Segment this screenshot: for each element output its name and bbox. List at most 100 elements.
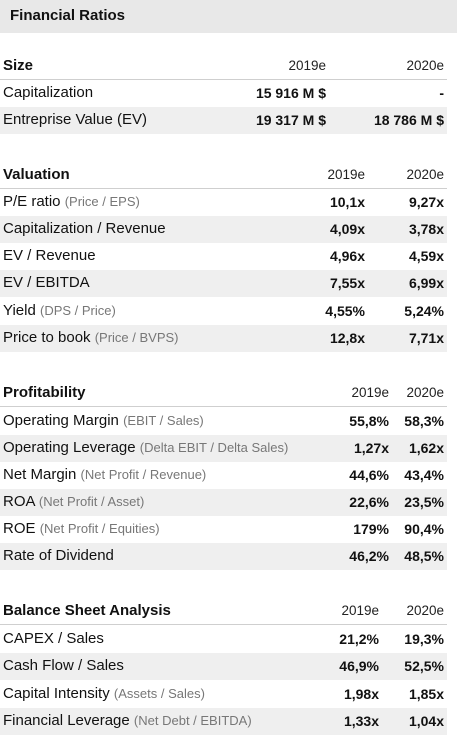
- row-label: Capitalization: [3, 84, 94, 101]
- value-2019e: 1,33x: [343, 713, 379, 729]
- profitability-row-net-margin: Net Margin (Net Profit / Revenue) 44,6% …: [0, 462, 447, 489]
- profitability-row-roe: ROE (Net Profit / Equities) 179% 90,4%: [0, 516, 447, 543]
- value-2019e: 55,8%: [349, 413, 389, 429]
- value-2019e: 46,2%: [349, 548, 389, 564]
- row-label-formula: (EBIT / Sales): [123, 413, 204, 428]
- row-label: Financial Leverage (Net Debt / EBITDA): [3, 712, 252, 729]
- row-label-formula: (Price / EPS): [64, 194, 140, 209]
- valuation-section-header: Valuation 2019e 2020e: [0, 164, 447, 189]
- profitability-section-header: Profitability 2019e 2020e: [0, 382, 447, 407]
- profitability-year-1: 2019e: [351, 385, 389, 400]
- row-label-main: Financial Leverage: [3, 712, 130, 729]
- size-year-1: 2019e: [288, 58, 326, 73]
- valuation-row-cap-revenue: Capitalization / Revenue 4,09x 3,78x: [0, 216, 447, 243]
- value-2019e: 19 317 M $: [255, 112, 326, 128]
- row-label: Rate of Dividend: [3, 547, 114, 564]
- value-2020e: 58,3%: [404, 413, 444, 429]
- profitability-row-operating-leverage: Operating Leverage (Delta EBIT / Delta S…: [0, 435, 447, 462]
- value-2019e: 44,6%: [349, 467, 389, 483]
- size-year-2: 2020e: [406, 58, 444, 73]
- value-2019e: 10,1x: [329, 194, 365, 210]
- value-2019e: 7,55x: [329, 275, 365, 291]
- value-2020e: 18 786 M $: [373, 112, 444, 128]
- balance-row-capital-intensity: Capital Intensity (Assets / Sales) 1,98x…: [0, 681, 447, 708]
- row-label: Net Margin (Net Profit / Revenue): [3, 466, 206, 483]
- valuation-heading: Valuation: [3, 166, 70, 183]
- row-label: Capital Intensity (Assets / Sales): [3, 685, 205, 702]
- row-label: CAPEX / Sales: [3, 630, 104, 647]
- balance-section-header: Balance Sheet Analysis 2019e 2020e: [0, 600, 447, 625]
- value-2020e: 23,5%: [404, 494, 444, 510]
- row-label-main: Rate of Dividend: [3, 547, 114, 564]
- profitability-row-operating-margin: Operating Margin (EBIT / Sales) 55,8% 58…: [0, 408, 447, 435]
- value-2019e: 1,98x: [343, 686, 379, 702]
- valuation-row-price-to-book: Price to book (Price / BVPS) 12,8x 7,71x: [0, 325, 447, 352]
- profitability-heading: Profitability: [3, 384, 86, 401]
- value-2019e: 15 916 M $: [255, 85, 326, 101]
- balance-heading: Balance Sheet Analysis: [3, 602, 171, 619]
- row-label: Operating Margin (EBIT / Sales): [3, 412, 204, 429]
- size-section-header: Size 2019e 2020e: [0, 55, 447, 80]
- value-2020e: 7,71x: [408, 330, 444, 346]
- row-label: EV / EBITDA: [3, 274, 90, 291]
- row-label-main: EV / Revenue: [3, 247, 96, 264]
- balance-year-2: 2020e: [406, 603, 444, 618]
- row-label-formula: (Net Debt / EBITDA): [133, 713, 252, 728]
- row-label-main: ROE: [3, 520, 36, 537]
- row-label-main: Operating Margin: [3, 412, 119, 429]
- balance-row-financial-leverage: Financial Leverage (Net Debt / EBITDA) 1…: [0, 708, 447, 735]
- row-label: ROA (Net Profit / Asset): [3, 493, 144, 510]
- valuation-year-2: 2020e: [406, 167, 444, 182]
- row-label-main: CAPEX / Sales: [3, 630, 104, 647]
- value-2020e: 6,99x: [408, 275, 444, 291]
- valuation-row-yield: Yield (DPS / Price) 4,55% 5,24%: [0, 298, 447, 325]
- value-2020e: -: [439, 85, 444, 101]
- row-label: ROE (Net Profit / Equities): [3, 520, 160, 537]
- row-label-main: Price to book: [3, 329, 91, 346]
- valuation-row-ev-ebitda: EV / EBITDA 7,55x 6,99x: [0, 270, 447, 297]
- row-label: Entreprise Value (EV): [3, 111, 147, 128]
- ratios-title-bar: Financial Ratios: [0, 0, 457, 33]
- value-2019e: 4,96x: [329, 248, 365, 264]
- row-label-formula: (Net Profit / Equities): [39, 521, 160, 536]
- row-label-main: ROA: [3, 493, 35, 510]
- row-label-main: Operating Leverage: [3, 439, 136, 456]
- page-title: Financial Ratios: [10, 7, 126, 24]
- row-label-formula: (Assets / Sales): [113, 686, 205, 701]
- row-label-main: Net Margin: [3, 466, 77, 483]
- balance-row-capex-sales: CAPEX / Sales 21,2% 19,3%: [0, 626, 447, 653]
- row-label: Price to book (Price / BVPS): [3, 329, 179, 346]
- value-2019e: 1,27x: [353, 440, 389, 456]
- value-2020e: 1,62x: [408, 440, 444, 456]
- valuation-row-pe: P/E ratio (Price / EPS) 10,1x 9,27x: [0, 189, 447, 216]
- value-2019e: 21,2%: [339, 631, 379, 647]
- row-label: EV / Revenue: [3, 247, 96, 264]
- row-label-main: P/E ratio: [3, 193, 61, 210]
- row-label: Yield (DPS / Price): [3, 302, 116, 319]
- value-2020e: 48,5%: [404, 548, 444, 564]
- value-2020e: 19,3%: [404, 631, 444, 647]
- value-2020e: 5,24%: [404, 303, 444, 319]
- profitability-row-rate-of-dividend: Rate of Dividend 46,2% 48,5%: [0, 543, 447, 570]
- balance-year-1: 2019e: [341, 603, 379, 618]
- value-2020e: 1,04x: [408, 713, 444, 729]
- row-label-formula: (Price / BVPS): [94, 330, 179, 345]
- valuation-year-1: 2019e: [327, 167, 365, 182]
- row-label: P/E ratio (Price / EPS): [3, 193, 140, 210]
- row-label-formula: (Net Profit / Revenue): [80, 467, 207, 482]
- value-2020e: 9,27x: [408, 194, 444, 210]
- balance-row-cash-flow-sales: Cash Flow / Sales 46,9% 52,5%: [0, 653, 447, 680]
- value-2020e: 43,4%: [404, 467, 444, 483]
- row-label: Operating Leverage (Delta EBIT / Delta S…: [3, 439, 288, 456]
- row-label-formula: (Delta EBIT / Delta Sales): [139, 440, 289, 455]
- row-label-formula: (DPS / Price): [39, 303, 116, 318]
- value-2020e: 1,85x: [408, 686, 444, 702]
- row-label-main: Yield: [3, 302, 36, 319]
- row-label-main: Capital Intensity: [3, 685, 110, 702]
- size-row-enterprise-value: Entreprise Value (EV) 19 317 M $ 18 786 …: [0, 107, 447, 134]
- value-2020e: 52,5%: [404, 658, 444, 674]
- row-label-main: Cash Flow / Sales: [3, 657, 124, 674]
- value-2020e: 3,78x: [408, 221, 444, 237]
- row-label-main: Capitalization / Revenue: [3, 220, 166, 237]
- row-label-formula: (Net Profit / Asset): [38, 494, 145, 509]
